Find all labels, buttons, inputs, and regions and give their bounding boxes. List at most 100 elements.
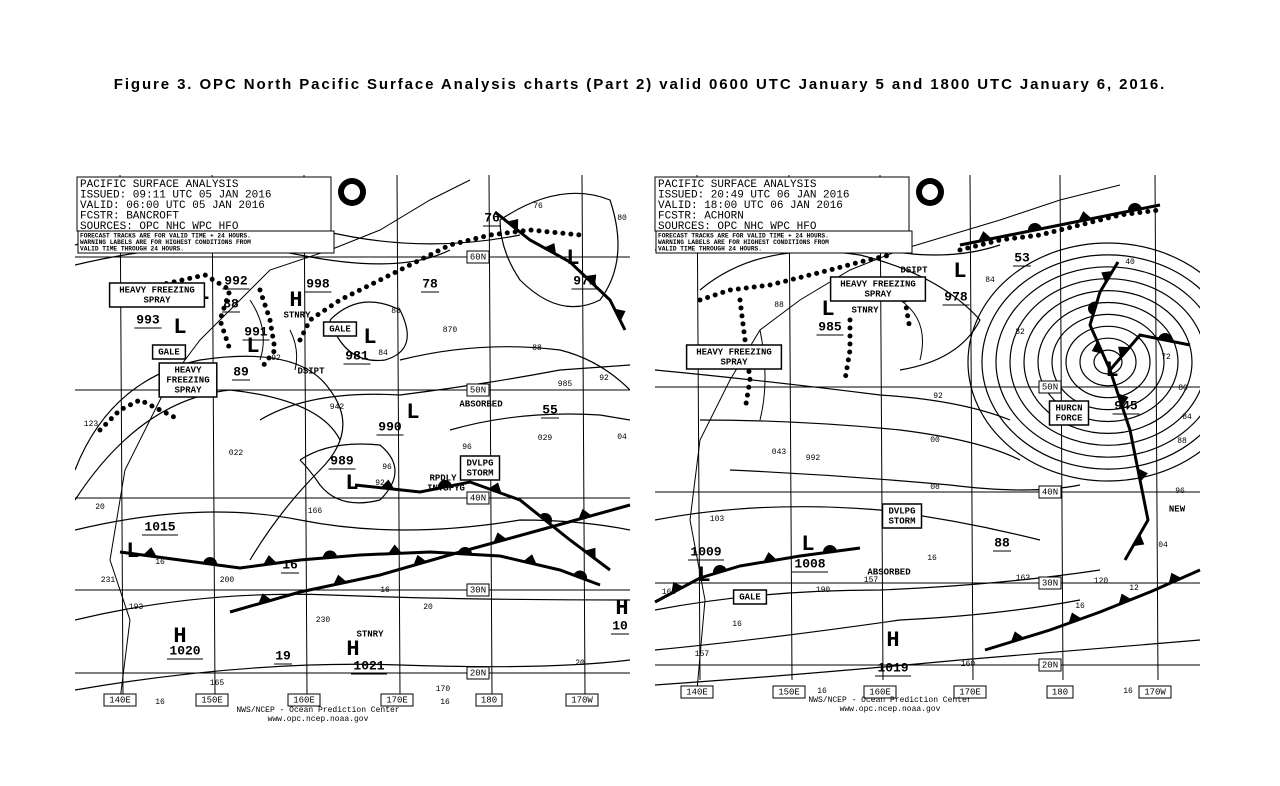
- map-label: 16: [1123, 687, 1133, 696]
- front-symbol: [488, 482, 502, 494]
- map-label: 00: [930, 436, 940, 445]
- map-label: 20: [423, 603, 433, 612]
- map-label: STNRY: [283, 310, 311, 320]
- map-label: 165: [662, 588, 677, 597]
- footer-line: NWS/NCEP - Ocean Prediction Center: [808, 696, 971, 705]
- warning-label: GALE: [329, 324, 351, 334]
- warning-box: [151, 344, 187, 360]
- map-label: H: [886, 628, 899, 653]
- front: [984, 568, 1201, 652]
- map-label: STNRY: [851, 305, 879, 315]
- map-label: 84: [985, 276, 995, 285]
- map-label: 990: [378, 419, 402, 434]
- map-label: L: [821, 297, 834, 322]
- front: [119, 550, 601, 587]
- map-label: L: [406, 400, 419, 425]
- note-line: WARNING LABELS ARE FOR HIGHEST CONDITION…: [658, 239, 829, 246]
- warning-box: [685, 344, 783, 370]
- map-label: 870: [443, 326, 458, 335]
- front-symbol: [713, 565, 727, 575]
- map-label: RPDLY: [429, 473, 457, 483]
- lon-label-box: [863, 685, 897, 699]
- map-label: 76: [484, 210, 500, 225]
- map-label: 55: [542, 402, 558, 417]
- warning-label: FORCE: [1055, 413, 1083, 423]
- warning-label: FREEZING: [166, 375, 209, 385]
- map-label: 84: [378, 349, 388, 358]
- meridian: [581, 174, 586, 696]
- warning-box: [881, 503, 923, 529]
- map-label: 20: [95, 503, 105, 512]
- lon-label-box: [565, 693, 599, 707]
- note-line: VALID TIME THROUGH 24 HOURS.: [658, 246, 762, 253]
- lon-label-box: [680, 685, 714, 699]
- lon-label: 180: [1052, 687, 1068, 697]
- front: [1108, 333, 1191, 371]
- lon-label-box: [287, 693, 321, 707]
- map-label: 163: [1016, 574, 1031, 583]
- note-line: FORECAST TRACKS ARE FOR VALID TIME + 24 …: [80, 233, 251, 240]
- lon-label: 170E: [386, 695, 408, 705]
- front-symbol: [614, 308, 626, 322]
- warning-box: [158, 362, 218, 398]
- map-label: 16: [282, 557, 298, 572]
- map-label: L: [697, 563, 710, 588]
- map-label: 022: [229, 449, 244, 458]
- map-label: 80: [617, 214, 627, 223]
- lat-label: 40N: [470, 493, 486, 503]
- front-symbol: [1068, 612, 1082, 624]
- lon-label-box: [475, 693, 503, 707]
- map-label: H: [615, 596, 628, 621]
- header-line: SOURCES: OPC NHC WPC HFO: [658, 221, 817, 233]
- front-symbol: [438, 479, 452, 489]
- map-panel: 140E 150E 160E 170E 180 170W 60N 50N 40N 30N 20N PA…: [75, 174, 631, 724]
- meridian: [879, 174, 884, 681]
- front-symbol: [1168, 572, 1182, 584]
- map-label: 170: [436, 685, 451, 694]
- map-label: 92: [933, 392, 943, 401]
- map-label: INTSFYG: [427, 483, 465, 493]
- front-symbol: [573, 570, 587, 580]
- lat-label-box: [1038, 576, 1062, 590]
- map-label: H: [346, 637, 359, 662]
- map-label: 993: [136, 312, 160, 327]
- map-label: 989: [330, 453, 354, 468]
- figure-caption: Figure 3. OPC North Pacific Surface Anal…: [113, 76, 1167, 93]
- map-label: 16: [927, 554, 937, 563]
- front-symbol: [258, 593, 272, 604]
- isobar: [1023, 290, 1193, 435]
- map-label: 10: [612, 618, 628, 633]
- map-label: 88: [994, 535, 1010, 550]
- map-label: 1019: [877, 660, 908, 675]
- map-label: L: [566, 246, 579, 271]
- map-label: 160: [961, 660, 976, 669]
- warning-label: HEAVY FREEZING: [696, 347, 772, 357]
- front: [654, 546, 861, 604]
- front-symbol: [1158, 333, 1172, 342]
- note-box: [655, 230, 913, 254]
- front: [959, 203, 1161, 247]
- map-label: 96: [1175, 487, 1185, 496]
- map-label: H: [173, 624, 186, 649]
- map-label: 029: [538, 434, 553, 443]
- map-label: 992: [224, 273, 248, 288]
- note-box: [77, 230, 335, 254]
- map-label: 1009: [690, 544, 721, 559]
- map-label: 120: [1094, 577, 1109, 586]
- map-label: 991: [244, 324, 268, 339]
- front-symbol: [413, 554, 427, 566]
- map-label: 16: [155, 558, 165, 567]
- warning-box: [732, 589, 768, 605]
- map-label: 193: [129, 603, 144, 612]
- map-label: 92: [375, 479, 385, 488]
- lat-label-box: [466, 666, 490, 680]
- map-label: 992: [806, 454, 821, 463]
- map-label: L: [126, 539, 139, 564]
- map-label: 08: [930, 483, 940, 492]
- lon-label-box: [953, 685, 987, 699]
- noaa-logo-inner: [922, 184, 938, 200]
- isobar: [1037, 301, 1179, 423]
- header-line: PACIFIC SURFACE ANALYSIS: [80, 179, 239, 191]
- warning-box: [459, 455, 501, 481]
- footer-line: www.opc.ncep.noaa.gov: [840, 705, 941, 714]
